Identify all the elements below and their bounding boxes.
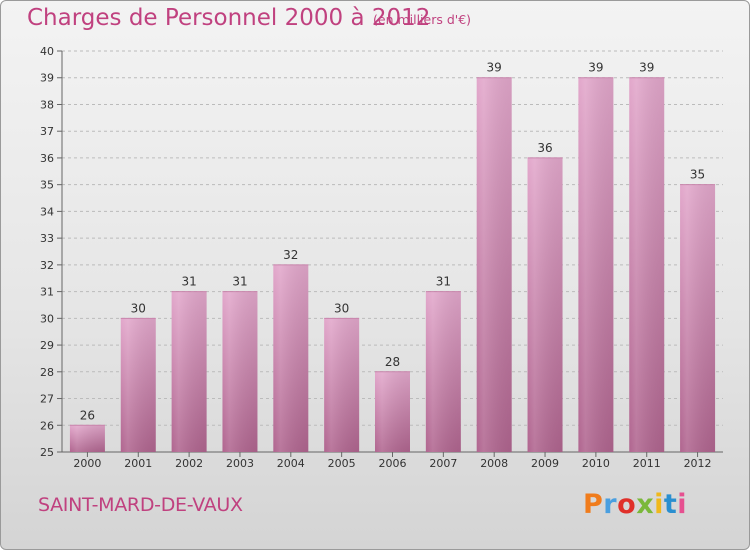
proxiti-logo[interactable]: Proxiti — [583, 489, 687, 520]
value-label-2007: 31 — [436, 275, 451, 289]
commune-name: SAINT-MARD-DE-VAUX — [38, 494, 243, 516]
y-tick-label: 29 — [40, 339, 54, 352]
logo-letter: o — [617, 489, 637, 520]
y-tick-label: 30 — [40, 312, 54, 325]
x-tick-label-2004: 2004 — [277, 457, 305, 470]
value-label-2000: 26 — [80, 408, 95, 422]
labels: 25 26 27 28 29 30 31 32 33 34 35 36 37 38 39 40 26 2000 30… — [40, 45, 712, 470]
bar-shine-2006 — [375, 371, 410, 452]
bar-shine-2002 — [171, 291, 207, 452]
value-label-2009: 36 — [537, 141, 552, 155]
y-tick-label: 32 — [40, 259, 54, 272]
x-tick-label-2010: 2010 — [582, 457, 610, 470]
x-tick-label-2007: 2007 — [429, 457, 457, 470]
logo-letter: i — [654, 489, 664, 520]
y-tick-label: 36 — [40, 152, 54, 165]
x-tick-label-2002: 2002 — [175, 457, 203, 470]
x-tick-label-2003: 2003 — [226, 457, 254, 470]
y-tick-label: 39 — [40, 72, 54, 85]
bar-shine-2011 — [629, 77, 665, 452]
y-tick-label: 28 — [40, 366, 54, 379]
value-label-2001: 30 — [131, 301, 146, 315]
value-label-2005: 30 — [334, 301, 349, 315]
logo-letter: t — [663, 489, 678, 520]
value-label-2008: 39 — [487, 61, 502, 75]
bar-shine-2003 — [222, 291, 258, 452]
x-tick-label-2011: 2011 — [633, 457, 661, 470]
y-tick-label: 31 — [40, 286, 54, 299]
value-label-2011: 39 — [639, 61, 654, 75]
bar-shine-2000 — [69, 425, 105, 452]
y-tick-label: 25 — [40, 446, 54, 459]
bar-shine-2010 — [578, 77, 614, 452]
bars — [69, 77, 716, 452]
logo-letter: r — [603, 489, 618, 520]
value-label-2006: 28 — [385, 355, 400, 369]
bar-shine-2005 — [324, 318, 360, 452]
x-tick-label-2005: 2005 — [328, 457, 356, 470]
value-label-2002: 31 — [181, 275, 196, 289]
bar-shine-2004 — [273, 264, 309, 452]
bar-shine-2009 — [527, 157, 563, 452]
logo-letter: x — [636, 489, 655, 520]
logo-letter: P — [583, 489, 604, 520]
value-label-2010: 39 — [588, 61, 603, 75]
value-label-2012: 35 — [690, 168, 705, 182]
y-tick-label: 38 — [40, 98, 54, 111]
y-tick-label: 34 — [40, 205, 54, 218]
chart-title: Charges de Personnel 2000 à 2012 — [27, 5, 431, 31]
bar-shine-2001 — [120, 318, 156, 452]
x-tick-label-2006: 2006 — [379, 457, 407, 470]
x-tick-label-2001: 2001 — [124, 457, 152, 470]
x-tick-label-2008: 2008 — [480, 457, 508, 470]
x-tick-label-2009: 2009 — [531, 457, 559, 470]
y-tick-label: 33 — [40, 232, 54, 245]
value-label-2004: 32 — [283, 248, 298, 262]
x-tick-label-2000: 2000 — [73, 457, 101, 470]
bar-shine-2007 — [425, 291, 461, 452]
y-tick-label: 40 — [40, 45, 54, 58]
x-tick-label-2012: 2012 — [684, 457, 712, 470]
y-tick-label: 26 — [40, 419, 54, 432]
y-tick-label: 35 — [40, 179, 54, 192]
bar-shine-2012 — [680, 184, 716, 452]
y-tick-label: 37 — [40, 125, 54, 138]
y-tick-label: 27 — [40, 393, 54, 406]
logo-letter: i — [677, 489, 688, 520]
bar-shine-2008 — [476, 77, 512, 452]
chart-subtitle: (en milliers d'€) — [373, 12, 472, 27]
value-label-2003: 31 — [232, 275, 247, 289]
